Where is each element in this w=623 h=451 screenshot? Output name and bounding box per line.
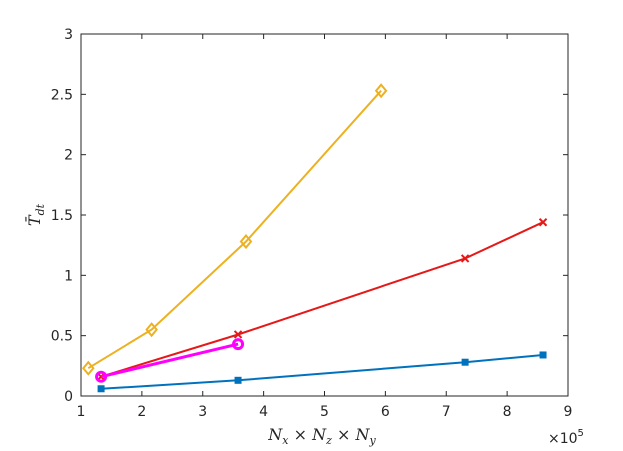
series-layer xyxy=(82,83,548,393)
x-exponent-label: ×105 xyxy=(548,428,584,447)
y-axis-ticks: 0 0.5 1 1.5 2 2.5 3 xyxy=(51,27,568,405)
series-line xyxy=(100,342,239,379)
y-tick-label: 0 xyxy=(64,389,73,405)
x-tick-label: 5 xyxy=(320,404,329,420)
series-1 xyxy=(97,351,547,393)
series-line xyxy=(87,90,382,370)
data-point xyxy=(538,218,548,227)
x-tick-label: 6 xyxy=(381,404,390,420)
y-tick-label: 1.5 xyxy=(51,208,73,224)
x-tick-label: 3 xyxy=(198,404,207,420)
series-4 xyxy=(95,338,245,383)
y-axis-label: T̄dt xyxy=(23,203,47,226)
data-point xyxy=(461,358,469,366)
data-point xyxy=(233,330,243,339)
data-point xyxy=(539,351,547,359)
x-tick-label: 4 xyxy=(259,404,268,420)
series-line xyxy=(101,354,544,390)
x-tick-label: 9 xyxy=(564,404,573,420)
y-tick-label: 3 xyxy=(64,27,73,43)
y-tick-label: 1 xyxy=(64,268,73,284)
series-2 xyxy=(96,218,548,381)
data-point xyxy=(460,254,470,263)
y-tick-label: 2.5 xyxy=(51,87,73,103)
data-point xyxy=(97,385,105,393)
y-tick-label: 2 xyxy=(64,148,73,164)
data-point xyxy=(234,376,242,384)
x-axis-ticks: 1 2 3 4 5 6 7 8 9 xyxy=(77,34,573,420)
x-tick-label: 8 xyxy=(503,404,512,420)
series-line xyxy=(100,221,544,378)
x-tick-label: 1 xyxy=(77,404,86,420)
data-point xyxy=(145,322,158,338)
series-3 xyxy=(82,83,388,376)
data-point xyxy=(82,360,95,376)
data-point xyxy=(95,370,108,383)
plot-area xyxy=(80,33,569,397)
data-point xyxy=(232,338,245,351)
x-tick-label: 2 xyxy=(137,404,146,420)
x-axis-label: Nx × Nz × Ny xyxy=(267,425,376,447)
data-point xyxy=(374,83,388,99)
x-tick-label: 7 xyxy=(442,404,451,420)
data-point xyxy=(239,233,253,250)
y-tick-label: 0.5 xyxy=(51,329,73,345)
